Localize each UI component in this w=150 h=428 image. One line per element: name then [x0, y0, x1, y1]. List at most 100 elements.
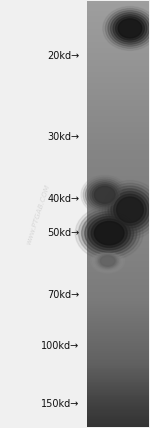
Bar: [87, 104, 149, 106]
Bar: [87, 86, 149, 87]
Bar: [87, 41, 149, 42]
Bar: [87, 173, 149, 174]
Bar: [87, 62, 149, 63]
Bar: [87, 316, 149, 318]
Bar: [87, 211, 149, 213]
Bar: [87, 100, 149, 102]
Bar: [87, 284, 149, 285]
Bar: [87, 181, 149, 183]
Bar: [87, 22, 149, 24]
Bar: [87, 332, 149, 333]
Ellipse shape: [110, 13, 150, 44]
Bar: [87, 77, 149, 79]
Bar: [87, 385, 149, 386]
Text: 20kd→: 20kd→: [47, 51, 80, 61]
Bar: [87, 308, 149, 309]
Bar: [87, 387, 149, 389]
Bar: [87, 298, 149, 299]
Ellipse shape: [83, 177, 126, 212]
Text: 40kd→: 40kd→: [47, 194, 80, 204]
Bar: [87, 154, 149, 156]
Ellipse shape: [102, 183, 150, 236]
Bar: [87, 85, 149, 86]
Bar: [87, 426, 149, 427]
Bar: [87, 178, 149, 180]
Bar: [87, 99, 149, 100]
Bar: [87, 73, 149, 74]
Bar: [87, 232, 149, 234]
Bar: [87, 286, 149, 288]
Bar: [87, 170, 149, 171]
Bar: [87, 259, 149, 261]
Bar: [87, 215, 149, 217]
Bar: [87, 21, 149, 22]
Bar: [87, 96, 149, 98]
Bar: [87, 187, 149, 188]
Bar: [87, 372, 149, 373]
Ellipse shape: [92, 184, 117, 205]
Ellipse shape: [103, 6, 150, 51]
Bar: [87, 345, 149, 346]
Ellipse shape: [105, 9, 150, 48]
Bar: [87, 12, 149, 14]
Bar: [87, 305, 149, 306]
Bar: [87, 413, 149, 414]
Bar: [87, 9, 149, 11]
Bar: [87, 245, 149, 247]
Bar: [87, 131, 149, 133]
Bar: [87, 6, 149, 8]
Bar: [87, 369, 149, 370]
Bar: [87, 83, 149, 85]
Bar: [87, 14, 149, 15]
Bar: [87, 315, 149, 316]
Bar: [87, 55, 149, 56]
Bar: [87, 49, 149, 51]
Bar: [87, 25, 149, 26]
Bar: [87, 302, 149, 303]
Bar: [87, 282, 149, 284]
Bar: [87, 103, 149, 104]
Bar: [87, 160, 149, 161]
Bar: [87, 309, 149, 311]
Bar: [87, 133, 149, 134]
Bar: [87, 423, 149, 425]
Bar: [87, 29, 149, 30]
Bar: [87, 217, 149, 218]
Ellipse shape: [90, 183, 120, 207]
Ellipse shape: [100, 256, 115, 266]
Bar: [87, 228, 149, 230]
Bar: [87, 278, 149, 279]
Bar: [87, 87, 149, 89]
Bar: [87, 24, 149, 25]
Bar: [87, 414, 149, 416]
Bar: [87, 406, 149, 407]
Bar: [87, 197, 149, 198]
Bar: [87, 63, 149, 65]
Bar: [87, 164, 149, 166]
Bar: [87, 28, 149, 29]
Bar: [87, 355, 149, 356]
Bar: [87, 146, 149, 147]
Bar: [87, 349, 149, 351]
Bar: [87, 399, 149, 400]
Bar: [87, 119, 149, 120]
Text: 30kd→: 30kd→: [47, 132, 80, 142]
Bar: [87, 137, 149, 139]
Bar: [87, 230, 149, 231]
Bar: [87, 226, 149, 227]
Bar: [87, 198, 149, 200]
Bar: [87, 117, 149, 119]
Bar: [87, 292, 149, 294]
Bar: [87, 297, 149, 298]
Ellipse shape: [92, 250, 123, 272]
Bar: [87, 321, 149, 322]
Bar: [87, 386, 149, 387]
Ellipse shape: [111, 191, 149, 228]
Bar: [87, 122, 149, 123]
Ellipse shape: [75, 206, 143, 260]
Bar: [87, 314, 149, 315]
Bar: [87, 60, 149, 62]
Bar: [87, 127, 149, 129]
Bar: [87, 234, 149, 235]
Bar: [87, 54, 149, 55]
